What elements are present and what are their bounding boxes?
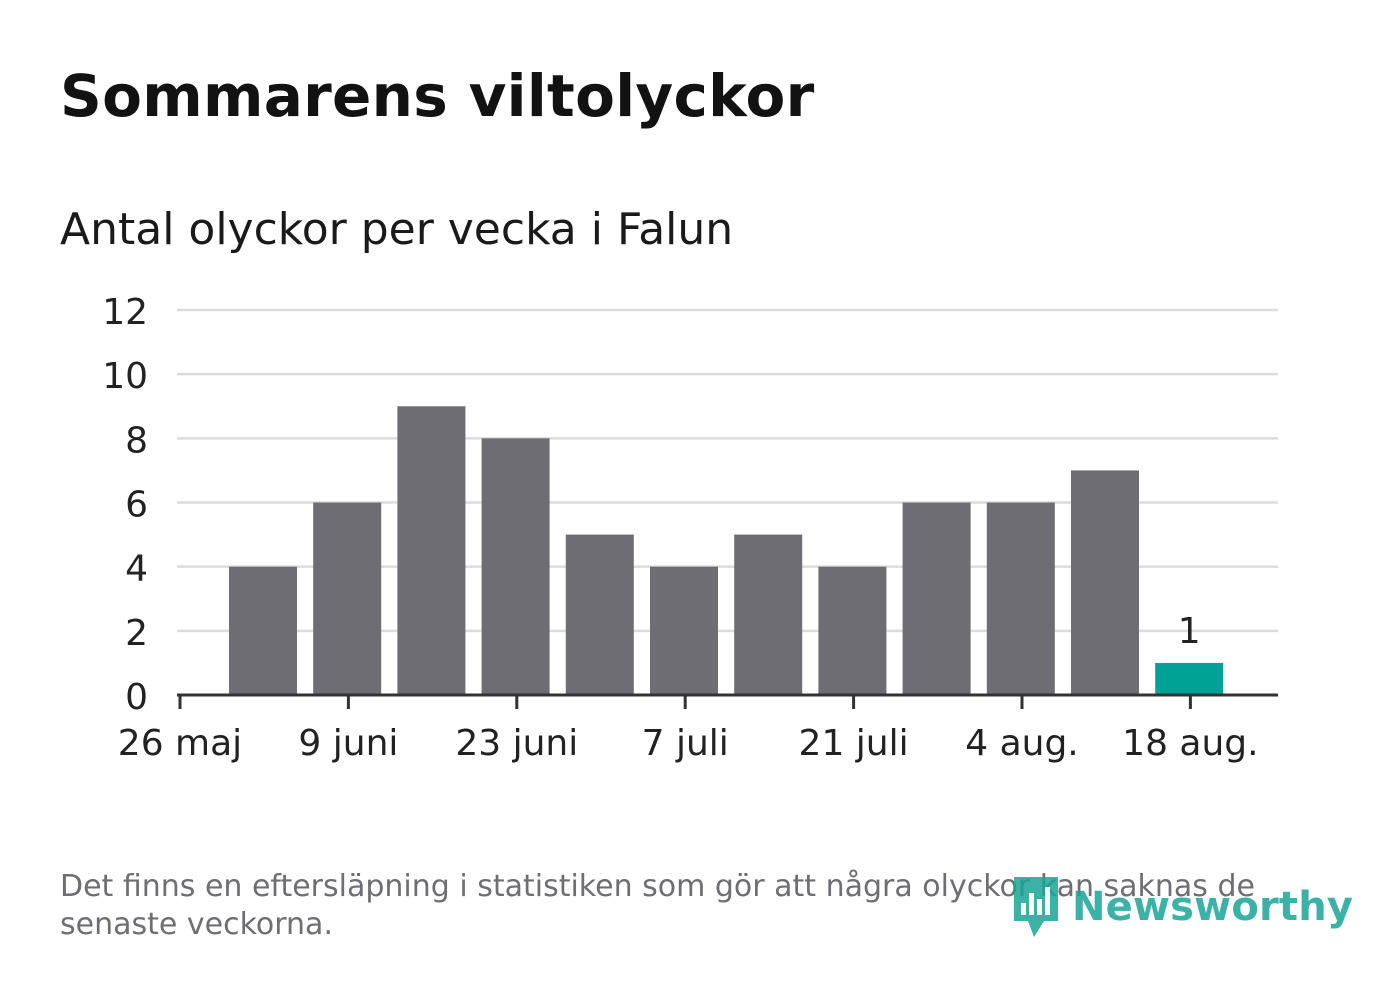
bar bbox=[565, 534, 634, 695]
x-tick-label: 18 aug. bbox=[1122, 723, 1258, 764]
brand-logo: Newsworthy bbox=[1010, 872, 1353, 942]
bar bbox=[902, 502, 971, 695]
bar bbox=[229, 566, 297, 695]
y-tick-label: 6 bbox=[125, 485, 148, 526]
bar bbox=[734, 534, 803, 695]
y-tick-label: 2 bbox=[125, 613, 148, 654]
bar bbox=[313, 502, 382, 695]
bar-chart: 0 2 4 6 8 10 12 1 26 maj 9 juni 23 juni 7 juli 21 … bbox=[102, 292, 1278, 764]
x-tick-label: 21 juli bbox=[799, 723, 909, 764]
bars bbox=[229, 406, 1224, 695]
data-label: 1 bbox=[1178, 611, 1201, 652]
y-axis-ticks: 0 2 4 6 8 10 12 bbox=[102, 292, 148, 718]
x-axis: 26 maj 9 juni 23 juni 7 juli 21 juli 4 aug. 18… bbox=[118, 693, 1278, 764]
y-tick-label: 0 bbox=[125, 677, 148, 718]
chart-title: Sommarens viltolyckor bbox=[60, 62, 815, 130]
y-tick-label: 4 bbox=[125, 549, 148, 590]
bar bbox=[986, 502, 1055, 695]
x-tick-label: 23 juni bbox=[455, 723, 578, 764]
bar bbox=[397, 406, 466, 695]
data-labels: 1 bbox=[1178, 611, 1201, 652]
bar bbox=[1071, 470, 1139, 695]
brand-name: Newsworthy bbox=[1072, 884, 1354, 930]
y-tick-label: 12 bbox=[102, 292, 148, 333]
newsworthy-logo-icon bbox=[1014, 877, 1058, 937]
x-tick-label: 4 aug. bbox=[965, 723, 1079, 764]
x-tick-label: 26 maj bbox=[118, 723, 242, 764]
bar bbox=[818, 566, 887, 695]
y-tick-label: 10 bbox=[102, 356, 148, 397]
bar bbox=[1155, 662, 1224, 695]
x-tick-label: 7 juli bbox=[642, 723, 729, 764]
x-tick-label: 9 juni bbox=[298, 723, 398, 764]
y-tick-label: 8 bbox=[125, 420, 148, 461]
chart-subtitle: Antal olyckor per vecka i Falun bbox=[60, 204, 734, 255]
bar bbox=[481, 438, 550, 695]
bar bbox=[650, 566, 718, 695]
